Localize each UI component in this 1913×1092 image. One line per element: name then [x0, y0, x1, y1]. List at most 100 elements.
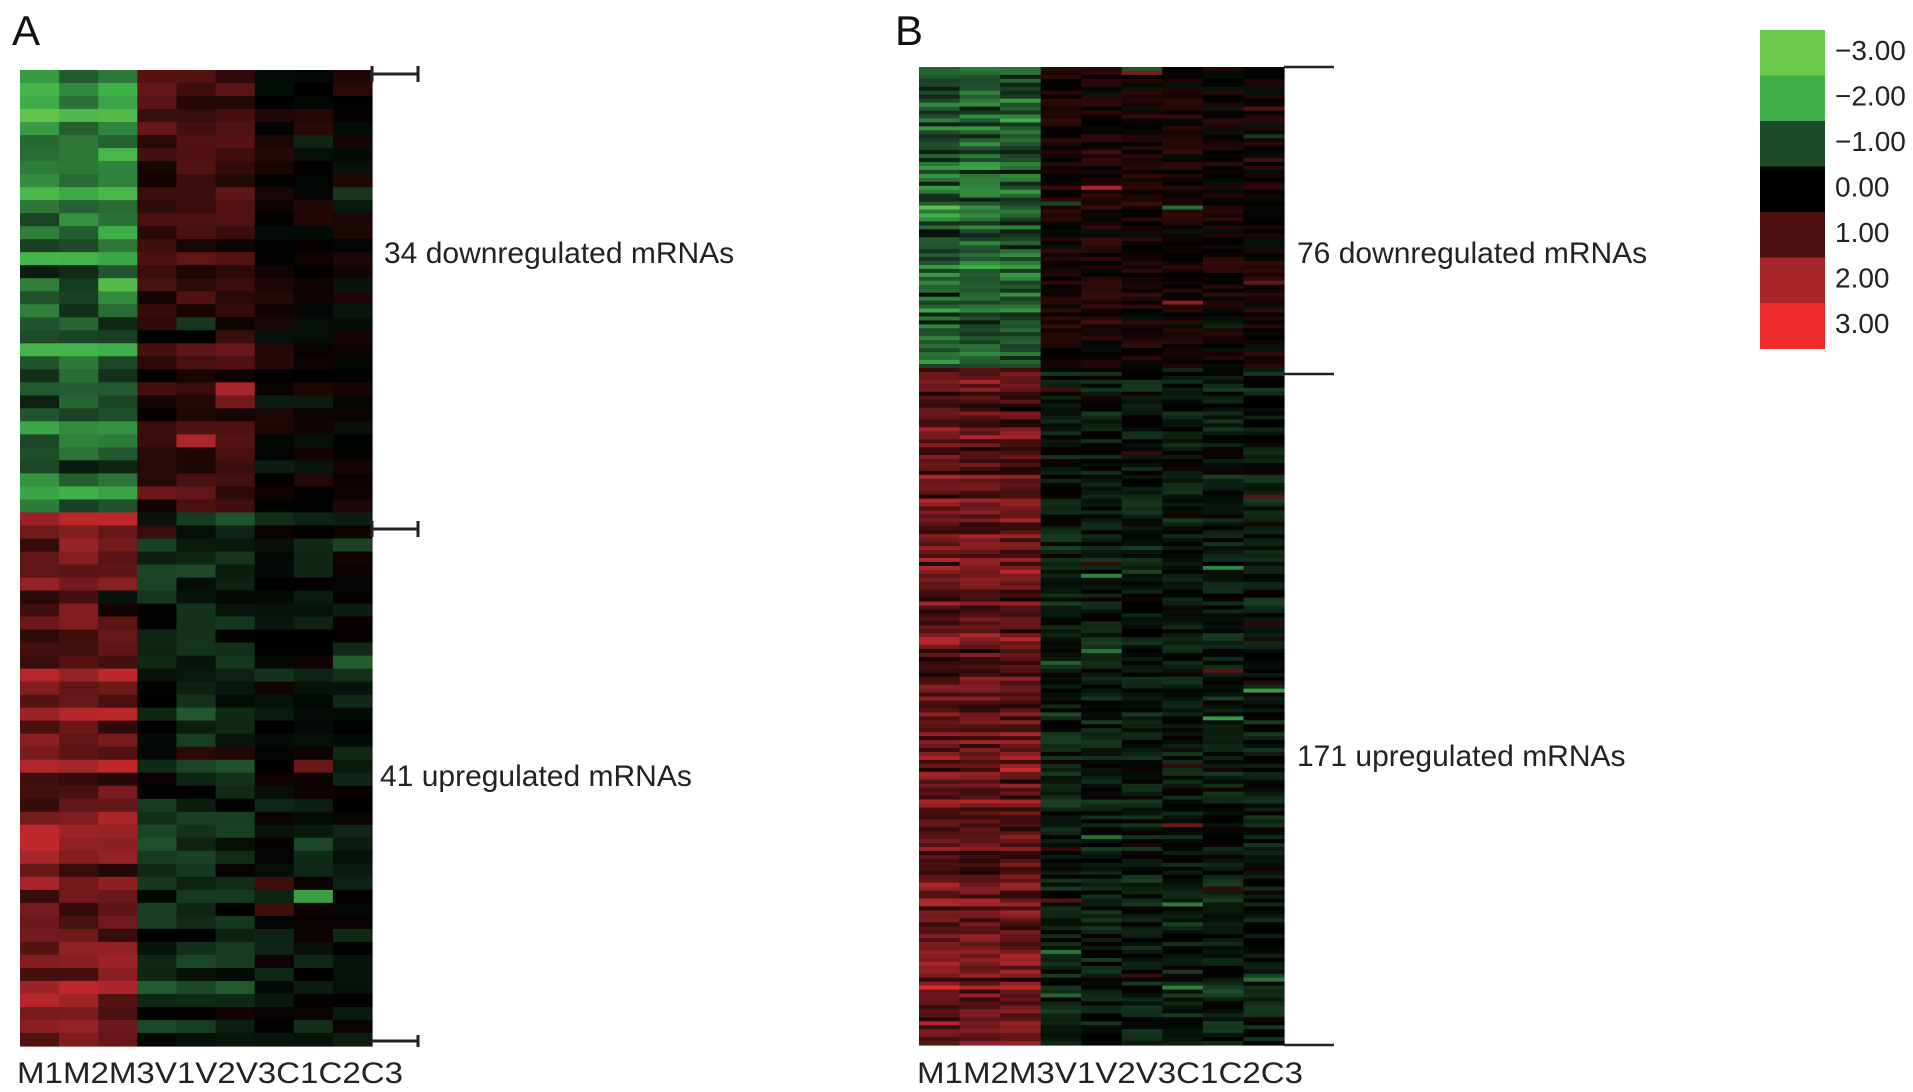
heatmap-cell: [98, 109, 138, 123]
heatmap-cell: [137, 499, 178, 514]
heatmap-cell: [98, 980, 138, 995]
heatmap-cell: [1243, 1013, 1285, 1018]
heatmap-cell: [1081, 348, 1123, 353]
heatmap-cell: [293, 993, 334, 1008]
heatmap-cell: [1040, 621, 1082, 626]
heatmap-cell: [1081, 320, 1123, 325]
heatmap-cell: [959, 827, 1001, 832]
heatmap-cell: [1121, 637, 1163, 642]
heatmap-cell: [1162, 185, 1204, 191]
heatmap-cell: [1202, 728, 1245, 733]
heatmap-cell: [98, 577, 138, 592]
heatmap-cell: [959, 371, 1001, 377]
heatmap-cell: [137, 356, 178, 370]
heatmap-cell: [1081, 1009, 1123, 1014]
heatmap-cell: [959, 185, 1001, 191]
heatmap-cell: [1081, 554, 1123, 559]
heatmap-cell: [1081, 478, 1123, 484]
heatmap-cell: [1202, 118, 1245, 124]
heatmap-cell: [919, 617, 961, 622]
heatmap-cell: [1121, 443, 1163, 448]
heatmap-cell: [1040, 1013, 1082, 1018]
heatmap-cell: [1162, 577, 1204, 583]
heatmap-cell: [176, 616, 217, 631]
heatmap-cell: [959, 625, 1001, 630]
heatmap-cell: [137, 408, 178, 422]
heatmap-cell: [919, 890, 961, 896]
heatmap-cell: [1081, 668, 1123, 674]
heatmap-cell: [919, 280, 961, 286]
heatmap-cell: [1040, 356, 1082, 361]
heatmap-cell: [1040, 597, 1082, 603]
heatmap-cell: [293, 1006, 334, 1021]
heatmap-cell: [959, 946, 1001, 951]
heatmap-cell: [1121, 874, 1163, 880]
heatmap-cell: [1081, 1001, 1123, 1007]
heatmap-cell: [959, 280, 1001, 286]
heatmap-cell: [1202, 1013, 1245, 1018]
heatmap-cell: [1202, 961, 1245, 967]
heatmap-cell: [1162, 938, 1204, 943]
heatmap-cell: [1040, 526, 1082, 531]
heatmap-cell: [59, 772, 99, 787]
heatmap-cell: [215, 928, 256, 943]
heatmap-cell: [1243, 708, 1285, 713]
heatmap-cell: [959, 1009, 1001, 1014]
heatmap-cell: [1121, 965, 1163, 971]
heatmap-cell: [919, 664, 961, 670]
heatmap-cell: [1081, 213, 1123, 219]
heatmap-cell: [1202, 724, 1245, 729]
heatmap-cell: [1243, 1041, 1285, 1046]
heatmap-cell: [919, 858, 961, 864]
heatmap-cell: [1162, 692, 1204, 698]
heatmap-cell: [919, 862, 961, 868]
heatmap-cell: [1162, 894, 1204, 900]
heatmap-cell: [1162, 276, 1204, 282]
heatmap-cell: [919, 225, 961, 230]
heatmap-cell: [1121, 158, 1163, 163]
heatmap-cell: [137, 928, 178, 943]
heatmap-cell: [1243, 193, 1285, 199]
heatmap-cell: [254, 668, 295, 683]
heatmap-cell: [1000, 621, 1042, 626]
heatmap-cell: [20, 187, 60, 201]
heatmap-cell: [1202, 514, 1245, 519]
heatmap-cell: [1121, 1001, 1163, 1007]
heatmap-cell: [1000, 387, 1042, 393]
heatmap-cell: [1202, 589, 1245, 595]
heatmap-cell: [1040, 577, 1082, 583]
heatmap-cell: [959, 308, 1001, 314]
legend-swatch: [1760, 303, 1825, 349]
heatmap-cell: [1162, 292, 1204, 298]
heatmap-cell: [959, 482, 1001, 488]
heatmap-cell: [59, 174, 99, 188]
heatmap-cell: [98, 213, 138, 227]
heatmap-cell: [1040, 704, 1082, 710]
heatmap-cell: [1081, 395, 1123, 401]
heatmap-cell: [293, 850, 334, 865]
heatmap-cell: [959, 173, 1001, 179]
heatmap-cell: [332, 902, 373, 917]
heatmap-cell: [59, 902, 99, 917]
heatmap-cell: [59, 1006, 99, 1021]
heatmap-cell: [176, 837, 217, 852]
heatmap-cell: [919, 969, 961, 975]
heatmap-cell: [1243, 431, 1285, 436]
heatmap-cell: [98, 343, 138, 357]
heatmap-cell: [176, 798, 217, 813]
heatmap-cell: [1202, 122, 1245, 127]
heatmap-cell: [1121, 819, 1163, 824]
heatmap-cell: [959, 878, 1001, 884]
heatmap-cell: [137, 473, 178, 488]
heatmap-cell: [1121, 613, 1163, 618]
heatmap-cell: [1000, 126, 1042, 131]
heatmap-cell: [959, 621, 1001, 626]
heatmap-cell: [1000, 296, 1042, 302]
heatmap-cell: [1243, 795, 1285, 801]
heatmap-cell: [20, 356, 60, 370]
heatmap-cell: [959, 395, 1001, 401]
heatmap-cell: [98, 759, 138, 774]
heatmap-cell: [1081, 82, 1123, 88]
heatmap-cell: [1081, 653, 1123, 658]
heatmap-cell: [98, 590, 138, 605]
